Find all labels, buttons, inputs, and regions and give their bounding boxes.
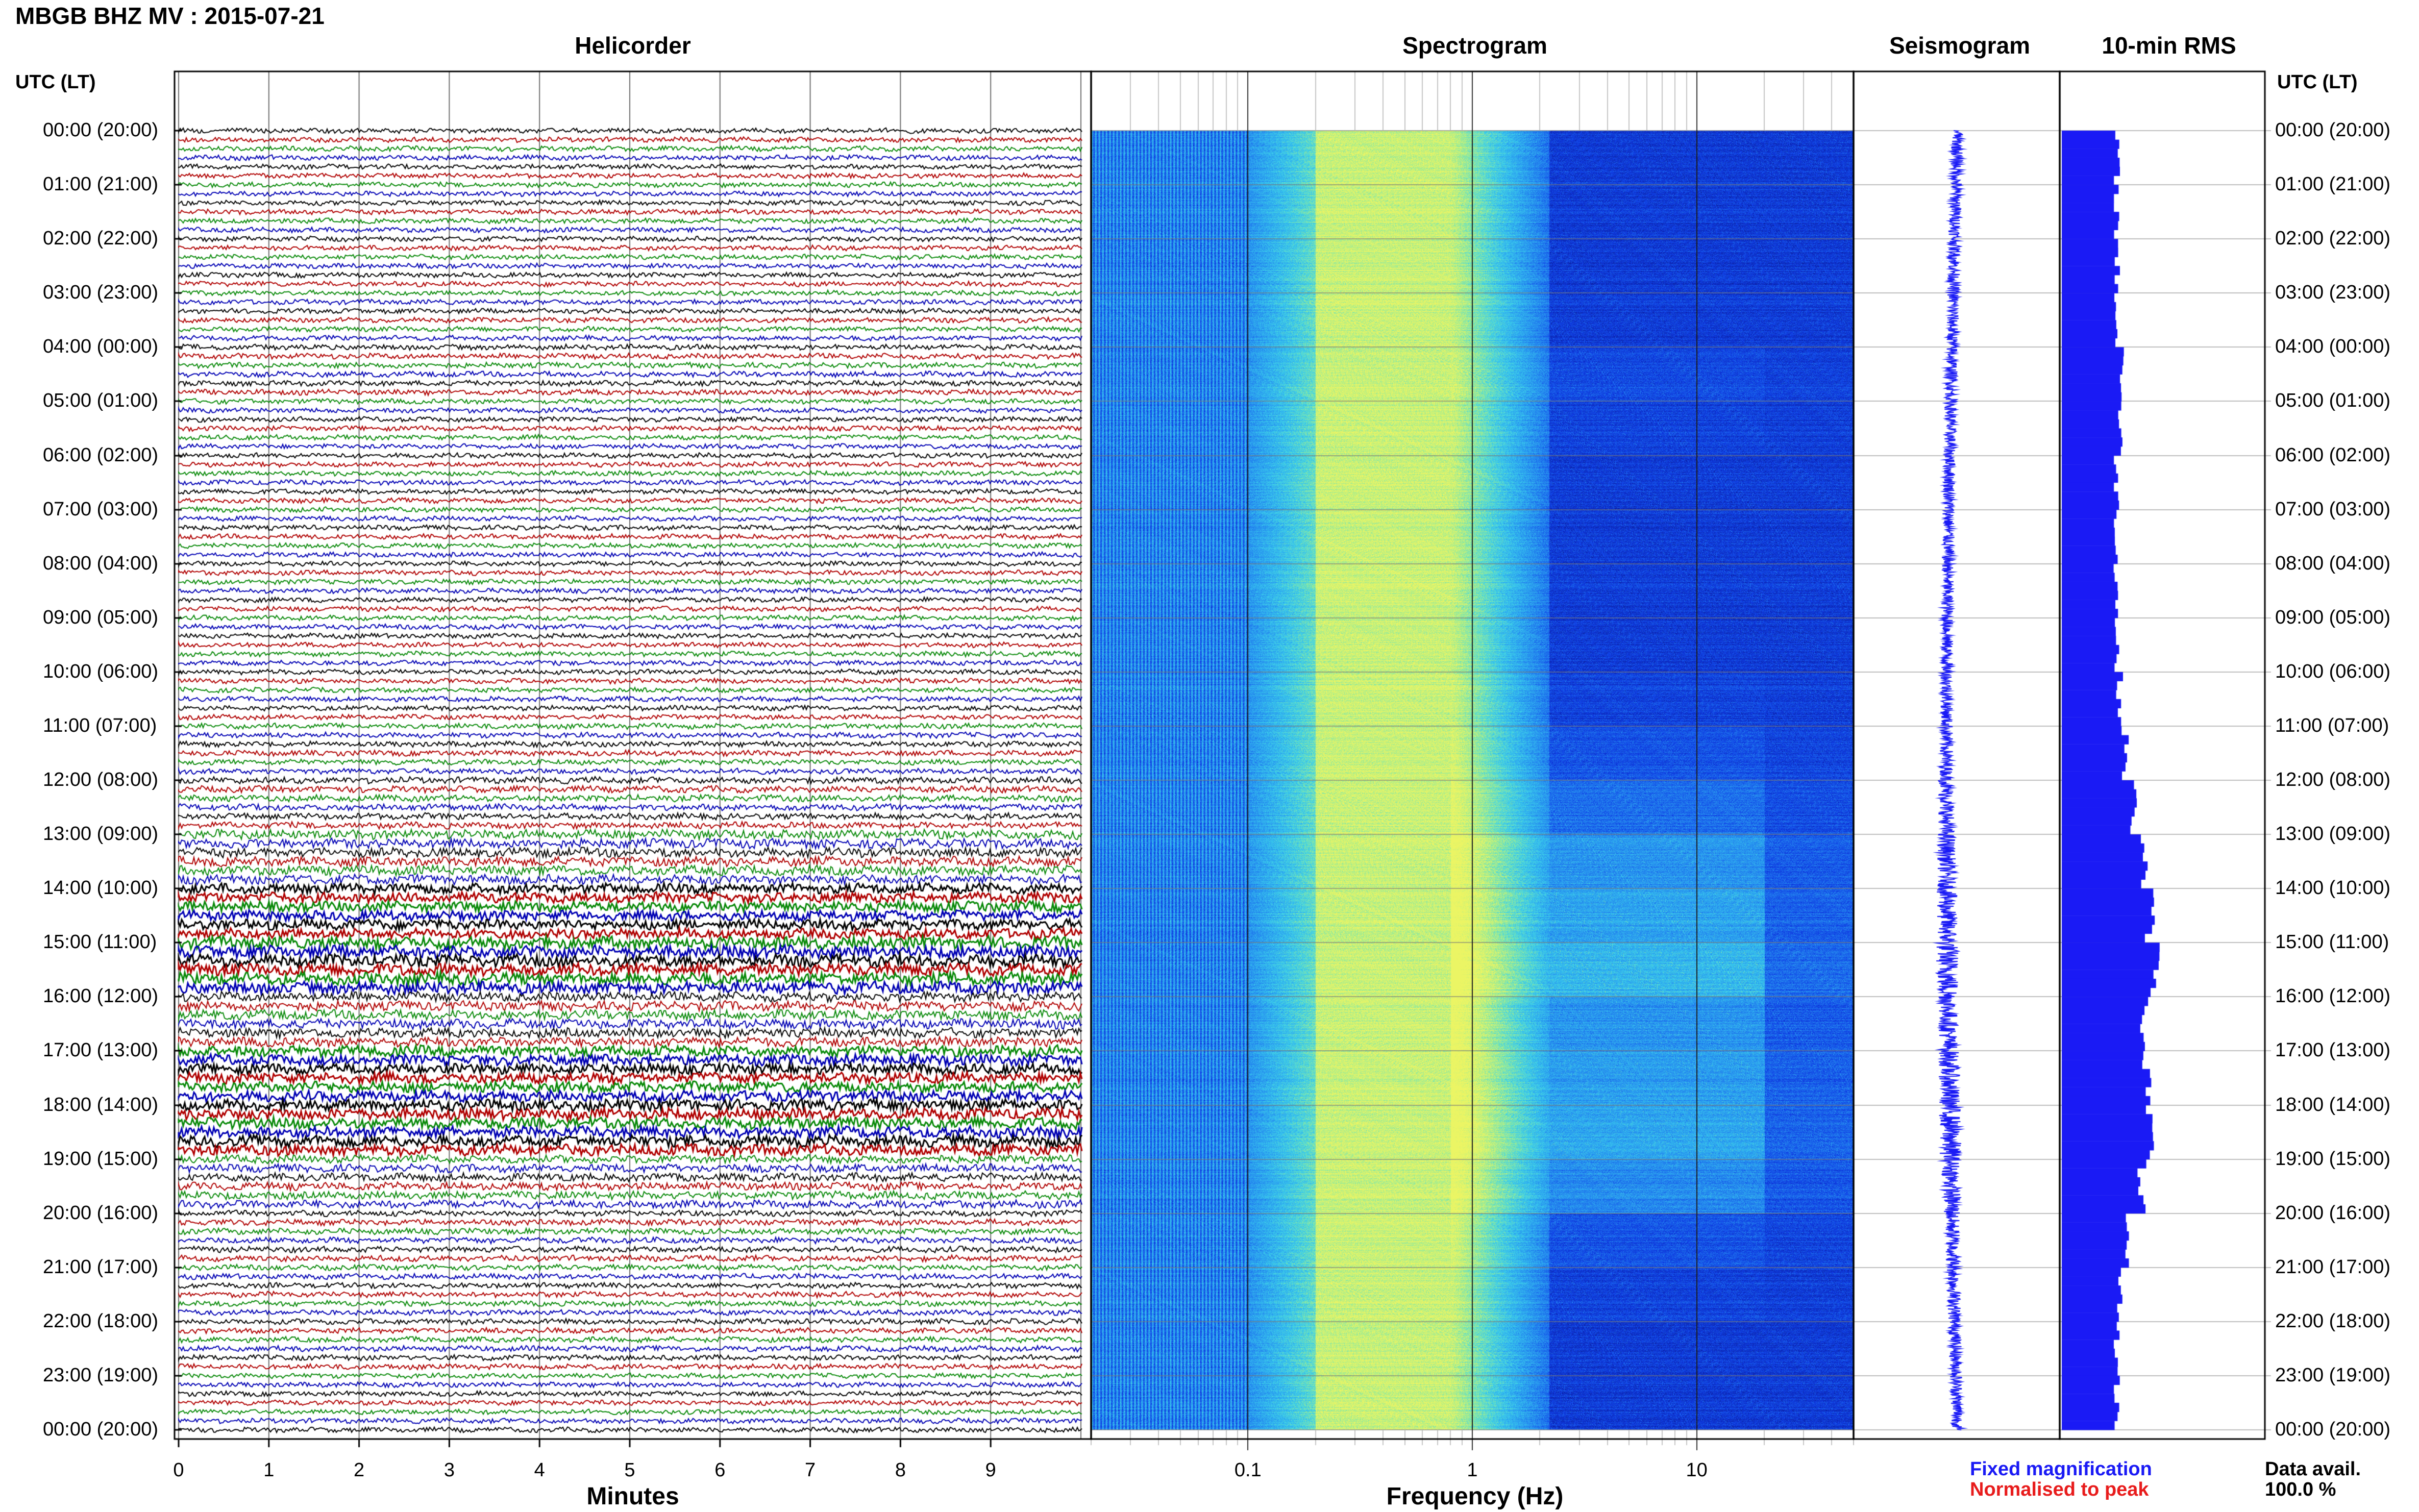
row-label-left: 02:00 (22:00): [43, 228, 159, 250]
minutes-tick-label: 8: [895, 1459, 906, 1481]
row-label-right: 17:00 (13:00): [2275, 1039, 2391, 1061]
row-label-right: 16:00 (12:00): [2275, 985, 2391, 1007]
row-label-left: 05:00 (01:00): [43, 390, 159, 412]
row-label-left: 23:00 (19:00): [43, 1364, 159, 1386]
minutes-tick-label: 3: [443, 1459, 455, 1481]
row-label-left: 12:00 (08:00): [43, 769, 159, 790]
data-availability-value: 100.0 %: [2265, 1479, 2336, 1500]
row-label-right: 05:00 (01:00): [2275, 390, 2391, 412]
utc-header-right: UTC (LT): [2277, 71, 2358, 93]
minutes-tick-label: 4: [534, 1459, 545, 1481]
utc-header-left: UTC (LT): [15, 71, 96, 93]
minutes-tick-label: 5: [624, 1459, 635, 1481]
row-label-left: 20:00 (16:00): [43, 1202, 159, 1224]
row-label-right: 22:00 (18:00): [2275, 1310, 2391, 1332]
row-label-left: 14:00 (10:00): [43, 877, 159, 899]
frequency-axis-title: Frequency (Hz): [1386, 1483, 1564, 1510]
row-label-left: 07:00 (03:00): [43, 498, 159, 520]
row-label-right: 02:00 (22:00): [2275, 228, 2391, 250]
row-label-left: 08:00 (04:00): [43, 552, 159, 574]
row-label-right: 19:00 (15:00): [2275, 1148, 2391, 1170]
row-label-left: 00:00 (20:00): [43, 1419, 159, 1440]
row-label-right: 03:00 (23:00): [2275, 282, 2391, 304]
frequency-tick-label: 1: [1467, 1459, 1478, 1481]
frequency-tick-label: 10: [1686, 1459, 1708, 1481]
row-label-right: 07:00 (03:00): [2275, 498, 2391, 520]
rms-title: 10-min RMS: [2102, 32, 2236, 59]
row-label-left: 09:00 (05:00): [43, 606, 159, 628]
row-label-left: 10:00 (06:00): [43, 660, 159, 682]
row-label-left: 21:00 (17:00): [43, 1256, 159, 1278]
frequency-tick-label: 0.1: [1234, 1459, 1262, 1481]
minutes-tick-label: 2: [354, 1459, 365, 1481]
row-label-right: 20:00 (16:00): [2275, 1202, 2391, 1224]
minutes-tick-label: 6: [714, 1459, 726, 1481]
row-label-right: 13:00 (09:00): [2275, 823, 2391, 845]
row-label-right: 08:00 (04:00): [2275, 552, 2391, 574]
row-label-left: 01:00 (21:00): [43, 173, 159, 195]
row-label-left: 19:00 (15:00): [43, 1148, 159, 1170]
row-label-right: 00:00 (20:00): [2275, 1419, 2391, 1440]
row-label-left: 00:00 (20:00): [43, 119, 159, 141]
legend-normalised-to-peak: Normalised to peak: [1970, 1479, 2149, 1500]
minutes-tick-label: 9: [985, 1459, 996, 1481]
row-label-left: 03:00 (23:00): [43, 282, 159, 304]
row-label-left: 06:00 (02:00): [43, 444, 159, 466]
row-label-right: 21:00 (17:00): [2275, 1256, 2391, 1278]
minutes-tick-label: 1: [263, 1459, 275, 1481]
row-label-right: 23:00 (19:00): [2275, 1364, 2391, 1386]
minutes-axis-title: Minutes: [586, 1483, 679, 1510]
row-label-left: 11:00 (07:00): [43, 714, 157, 736]
row-label-left: 17:00 (13:00): [43, 1039, 159, 1061]
minutes-tick-label: 0: [173, 1459, 184, 1481]
helicorder-title: Helicorder: [575, 32, 691, 59]
row-label-left: 13:00 (09:00): [43, 823, 159, 845]
row-label-left: 04:00 (00:00): [43, 336, 159, 358]
row-label-right: 10:00 (06:00): [2275, 660, 2391, 682]
row-label-left: 22:00 (18:00): [43, 1310, 159, 1332]
minutes-tick-label: 7: [805, 1459, 816, 1481]
row-label-left: 18:00 (14:00): [43, 1094, 159, 1116]
row-label-right: 00:00 (20:00): [2275, 119, 2391, 141]
seismogram-title: Seismogram: [1889, 32, 2031, 59]
row-label-right: 12:00 (08:00): [2275, 769, 2391, 790]
row-label-right: 04:00 (00:00): [2275, 336, 2391, 358]
row-label-right: 06:00 (02:00): [2275, 444, 2391, 466]
row-label-right: 15:00 (11:00): [2275, 931, 2389, 953]
row-label-left: 16:00 (12:00): [43, 985, 159, 1007]
row-label-right: 01:00 (21:00): [2275, 173, 2391, 195]
legend-fixed-magnification: Fixed magnification: [1970, 1458, 2152, 1480]
spectrogram-title: Spectrogram: [1402, 32, 1547, 59]
row-label-right: 18:00 (14:00): [2275, 1094, 2391, 1116]
row-label-right: 09:00 (05:00): [2275, 606, 2391, 628]
row-label-right: 14:00 (10:00): [2275, 877, 2391, 899]
row-label-right: 11:00 (07:00): [2275, 714, 2389, 736]
station-title: MBGB BHZ MV : 2015-07-21: [15, 3, 325, 29]
data-availability-label: Data avail.: [2265, 1458, 2361, 1480]
row-label-left: 15:00 (11:00): [43, 931, 157, 953]
